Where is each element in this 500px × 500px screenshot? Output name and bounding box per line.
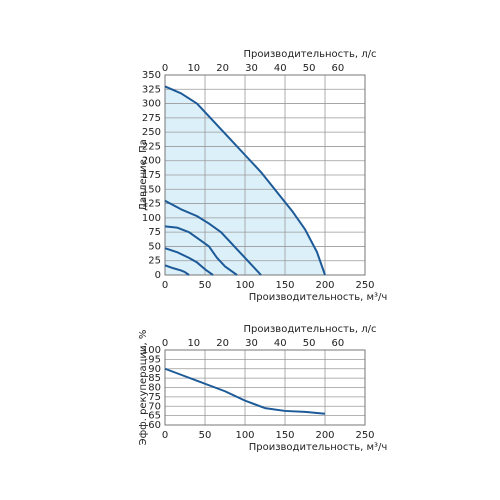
y-tick-label: 300 [142,99,161,110]
y-tick-label: 95 [148,354,161,365]
y-tick-label: 85 [148,373,161,384]
x2-tick-label: 30 [245,63,258,74]
x2-tick-label: 50 [303,63,316,74]
y-tick-label: 60 [148,420,161,431]
x2-tick-label: 60 [332,338,345,349]
line [164,225,238,276]
y-tick-label: 0 [155,270,161,281]
x-tick-label: 200 [315,280,334,291]
x2-tick-label: 40 [274,63,287,74]
y-tick-label: 75 [148,227,161,238]
x-axis-label: Производительность, м³/ч [249,292,388,303]
y-tick-label: 100 [142,345,161,356]
x2-tick-label: 0 [162,63,168,74]
x-tick-label: 250 [355,280,374,291]
x2-tick-label: 30 [245,338,258,349]
y-tick-label: 25 [148,256,161,267]
x2-tick-label: 0 [162,338,168,349]
y-tick-label: 275 [142,113,161,124]
x2-axis-label: Производительность, л/с [244,324,377,335]
y-tick-label: 200 [142,156,161,167]
y-tick-label: 250 [142,127,161,138]
x-tick-label: 150 [275,280,294,291]
line [164,367,326,415]
x-axis-label: Производительность, м³/ч [249,442,388,453]
plot-frame [164,74,366,276]
x2-axis-label: Производительность, л/с [244,49,377,60]
y-tick-label: 50 [148,241,161,252]
line [164,85,326,276]
y-tick-label: 100 [142,213,161,224]
x-tick-label: 100 [235,280,254,291]
y-tick-label: 175 [142,170,161,181]
x-tick-label: 150 [275,430,294,441]
x-tick-label: 200 [315,430,334,441]
y-tick-label: 65 [148,411,161,422]
y-tick-label: 350 [142,70,161,81]
y-tick-label: 125 [142,199,161,210]
x-tick-label: 50 [199,430,212,441]
plot-frame [164,349,366,426]
x2-tick-label: 60 [332,63,345,74]
x2-tick-label: 20 [216,338,229,349]
x2-tick-label: 10 [187,338,200,349]
y-tick-label: 75 [148,392,161,403]
y-tick-label: 80 [148,383,161,394]
line [164,264,190,276]
y-axis-label: Давление, Па [138,139,149,211]
y-axis-label: Эфф. рекуперации, % [138,330,149,446]
x-tick-label: 0 [162,280,168,291]
x2-tick-label: 20 [216,63,229,74]
x2-tick-label: 10 [187,63,200,74]
x2-tick-label: 40 [274,338,287,349]
x-tick-label: 100 [235,430,254,441]
y-tick-label: 225 [142,141,161,152]
x2-tick-label: 50 [303,338,316,349]
y-tick-label: 150 [142,184,161,195]
line [164,199,262,276]
y-tick-label: 90 [148,364,161,375]
x-tick-label: 0 [162,430,168,441]
x-tick-label: 250 [355,430,374,441]
y-tick-label: 325 [142,84,161,95]
y-tick-label: 70 [148,401,161,412]
chart: 0255075100125150175200225250275300325350… [138,49,387,303]
x-tick-label: 50 [199,280,212,291]
line [164,247,214,276]
